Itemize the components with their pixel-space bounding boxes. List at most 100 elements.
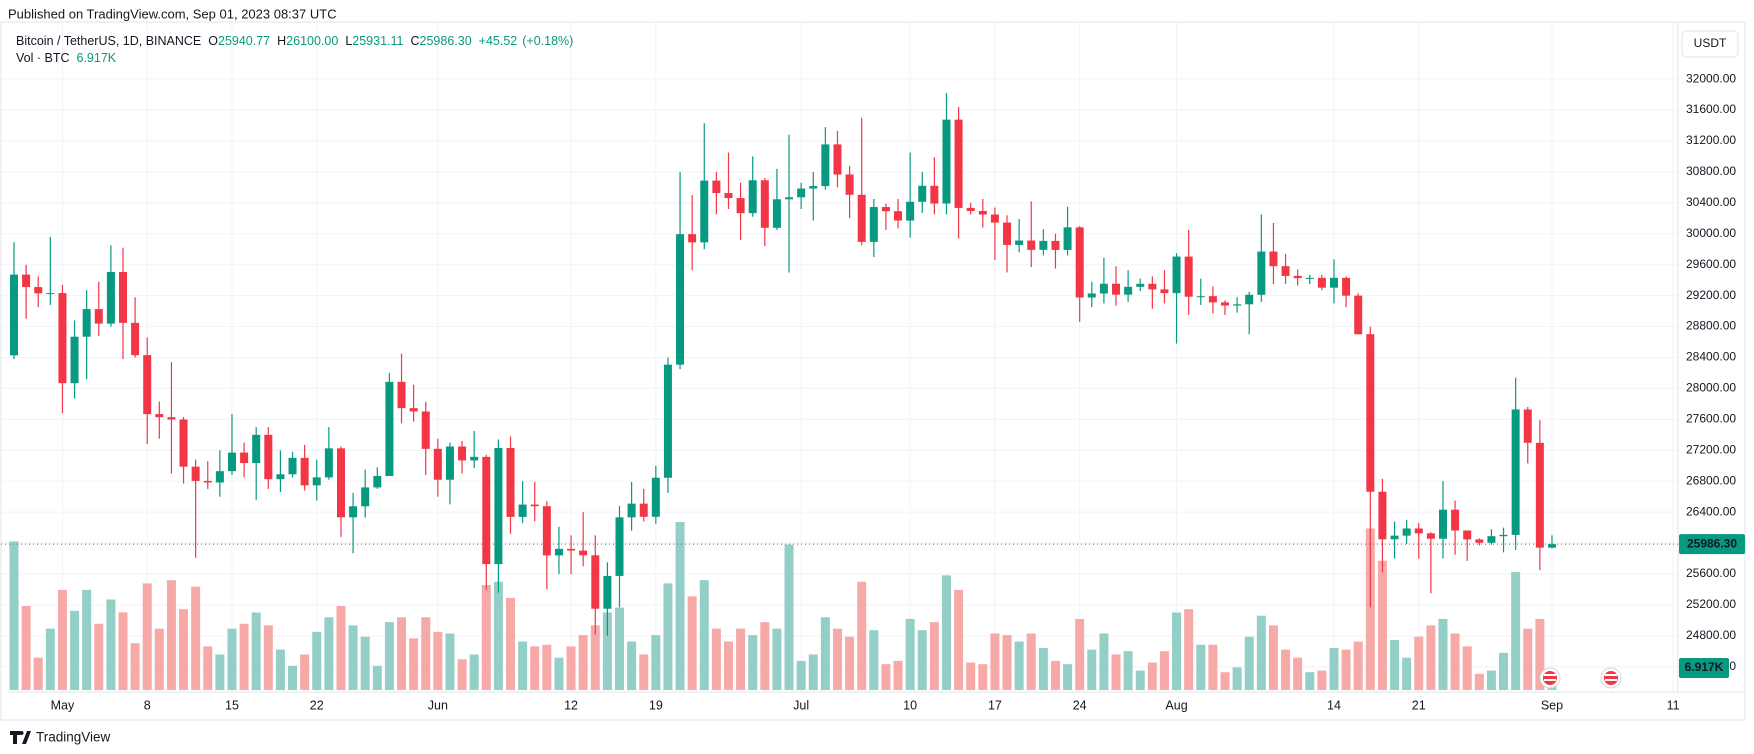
event-flag[interactable] bbox=[1600, 667, 1622, 689]
candle-body bbox=[591, 555, 600, 609]
volume-bar bbox=[312, 631, 322, 690]
candle-body bbox=[857, 194, 866, 242]
currency-button[interactable] bbox=[1681, 30, 1739, 58]
candle-body bbox=[1172, 256, 1181, 294]
candle-body bbox=[10, 274, 18, 356]
candle-body bbox=[1269, 251, 1278, 267]
volume-bar bbox=[1414, 636, 1424, 690]
volume-bar bbox=[857, 581, 867, 690]
candle-body bbox=[760, 180, 769, 228]
volume-bar bbox=[1026, 633, 1036, 690]
candle-body bbox=[639, 503, 648, 517]
volume-bar bbox=[954, 589, 964, 690]
candle-body bbox=[1487, 536, 1496, 543]
candle-body bbox=[252, 434, 261, 464]
volume-bar bbox=[1511, 572, 1521, 690]
volume-bar bbox=[736, 628, 746, 690]
y-tick-label: 30000.00 bbox=[1686, 226, 1736, 240]
candle-body bbox=[300, 457, 309, 486]
candle-body bbox=[1438, 509, 1447, 539]
candle-body bbox=[1342, 277, 1351, 296]
candle-body bbox=[70, 336, 79, 384]
footer-brand: TradingView bbox=[36, 730, 111, 745]
candle-body bbox=[736, 198, 745, 214]
volume-bar bbox=[445, 633, 455, 690]
candle-body bbox=[821, 144, 830, 187]
volume-bar bbox=[288, 665, 298, 690]
candle-body bbox=[894, 211, 903, 221]
volume-bar bbox=[1099, 633, 1109, 690]
volume-bar bbox=[300, 654, 310, 690]
candle-body bbox=[46, 293, 55, 295]
legend-key: H bbox=[277, 34, 286, 48]
event-flag[interactable] bbox=[1539, 667, 1561, 689]
volume-pane bbox=[9, 522, 1557, 690]
volume-bar bbox=[1329, 648, 1339, 690]
candle-body bbox=[22, 274, 31, 288]
legend-value: 25986.30 bbox=[420, 34, 472, 48]
volume-bar bbox=[1184, 609, 1194, 690]
volume-bar bbox=[590, 625, 600, 690]
currency[interactable]: USDT bbox=[1694, 36, 1727, 50]
candle-body bbox=[906, 201, 915, 221]
volume-bar bbox=[881, 664, 891, 690]
volume-bar bbox=[675, 522, 685, 690]
volume-bar bbox=[711, 628, 721, 690]
candle-body bbox=[1160, 289, 1169, 294]
volume-bar bbox=[57, 589, 67, 690]
legend-change: +45.52 bbox=[479, 34, 518, 48]
candle-body bbox=[82, 309, 91, 337]
volume-bar bbox=[70, 610, 80, 690]
candle-body bbox=[700, 180, 709, 243]
candle-body bbox=[1535, 442, 1544, 548]
volume-bar bbox=[941, 575, 951, 690]
candle-body bbox=[1426, 533, 1435, 539]
candle-body bbox=[1003, 222, 1012, 245]
volume-bar bbox=[1244, 636, 1254, 690]
x-tick-label: 14 bbox=[1327, 698, 1341, 712]
x-tick-label: Jul bbox=[793, 698, 809, 712]
legend-key: C bbox=[410, 34, 419, 48]
candle-body bbox=[881, 207, 890, 212]
candle-body bbox=[494, 447, 503, 565]
volume-bar bbox=[493, 581, 503, 690]
candle-body bbox=[542, 506, 551, 556]
candle-body bbox=[833, 144, 842, 175]
volume-bar bbox=[1365, 528, 1375, 690]
volume-bar bbox=[1002, 635, 1012, 690]
volume-bar bbox=[360, 636, 370, 690]
candle-body bbox=[240, 452, 249, 464]
candle-body bbox=[1196, 296, 1205, 298]
volume-badge-label: 6.917K bbox=[1685, 660, 1724, 674]
volume-bar bbox=[990, 633, 1000, 690]
candle-body bbox=[336, 448, 345, 518]
volume-bar bbox=[1232, 667, 1242, 690]
volume-bar bbox=[1474, 673, 1484, 690]
y-tick-label: 32000.00 bbox=[1686, 71, 1736, 85]
volume-bar bbox=[748, 635, 758, 690]
candle-body bbox=[615, 517, 624, 576]
candle-body bbox=[118, 271, 127, 323]
candle-body bbox=[1293, 275, 1302, 279]
volume-badge bbox=[1679, 658, 1729, 678]
volume-bar bbox=[469, 654, 479, 690]
candle-body bbox=[1366, 334, 1375, 492]
candle-body bbox=[1414, 528, 1423, 534]
volume-bar bbox=[251, 612, 261, 690]
y-tick-label: 25200.00 bbox=[1686, 597, 1736, 611]
volume-bar bbox=[348, 625, 358, 690]
candle-body bbox=[712, 180, 721, 194]
volume-bar bbox=[106, 599, 116, 690]
candle-body bbox=[1305, 277, 1314, 279]
legend-key: Vol · BTC bbox=[16, 51, 70, 65]
y-tick-label: 29200.00 bbox=[1686, 288, 1736, 302]
candle-body bbox=[1233, 304, 1242, 306]
candle-body bbox=[131, 322, 140, 356]
volume-bar bbox=[796, 660, 806, 690]
candle-body bbox=[458, 446, 467, 461]
volume-bar bbox=[784, 544, 794, 690]
candle-body bbox=[397, 381, 406, 409]
candle-body bbox=[288, 457, 297, 475]
candle-body bbox=[772, 199, 781, 228]
